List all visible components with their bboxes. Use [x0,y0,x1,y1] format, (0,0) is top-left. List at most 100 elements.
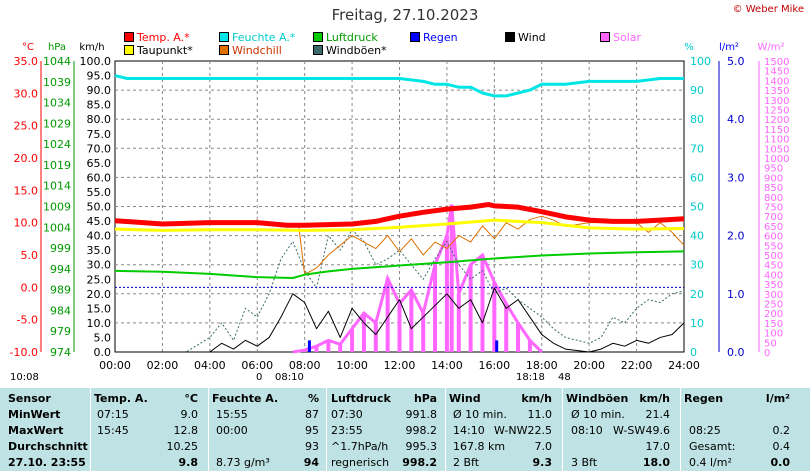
legend-swatch [219,45,229,55]
solar-tick-label: 200 [764,309,783,320]
solar-tick-label: 350 [764,280,783,291]
legend-swatch [600,32,610,42]
series-line-temp-a- [114,202,685,228]
table-header-pressure-unit: hPa [413,392,437,405]
legend-label: Feuchte A.* [232,31,296,44]
pressure-tick-label: 984 [50,304,71,317]
table-header-rain: Regen [684,392,724,405]
wind-tick-label: 25.0 [87,273,112,286]
solar-tick-label: 250 [764,300,783,311]
table-header-wind-unit: km/h [521,392,552,405]
legend-swatch [313,45,323,55]
solar-tick-label: 1150 [764,125,789,136]
time-tick-label: 14:00 [431,359,463,372]
humidity-tick-label: 80 [690,113,704,126]
pressure-tick-label: 1019 [43,159,71,172]
table-cell-wind-direction: W-NW [494,424,528,437]
table-header-sensor: Sensor [8,392,51,405]
table-cell-rain-info: 0.4 l/m² [689,456,732,469]
pressure-tick-label: 974 [50,346,71,359]
pressure-tick-label: 1009 [43,201,71,214]
wind-tick-label: 60.0 [87,171,112,184]
table-column-separator [208,388,209,471]
wind-tick-label: 80.0 [87,113,112,126]
table-cell-temp-time: 15:45 [97,424,129,437]
temp-tick-label: 5.0 [21,249,39,262]
time-tick-label: 02:00 [147,359,179,372]
status-sunset-time: 18:18 [516,372,545,383]
humidity-tick-label: 20 [690,288,704,301]
solar-tick-label: 0 [764,348,770,359]
table-cell-humidity-time: 15:55 [216,408,248,421]
rain-tick-label: 5.0 [727,55,745,68]
table-cell-humidity: 95 [305,424,319,437]
table-cell-humidity-time: 00:00 [216,424,248,437]
table-cell-pressure-time: regnerisch [331,456,390,469]
wind-unit-label: km/h [79,42,104,53]
wind-tick-label: 90.0 [87,84,112,97]
pressure-tick-label: 1034 [43,97,71,110]
solar-tick-label: 750 [764,203,783,214]
solar-tick-label: 1100 [764,135,789,146]
series-line-windb-en- [115,229,685,353]
table-cell-humidity: 94 [303,456,319,469]
wind-tick-label: 50.0 [87,201,112,214]
table-cell-pressure: 998.2 [402,456,437,469]
status-sunrise-time: 08:10 [275,372,304,383]
wind-tick-label: 45.0 [87,215,112,228]
table-cell-gust: 17.0 [645,440,671,453]
table-header-pressure: Luftdruck [331,392,391,405]
time-tick-label: 22:00 [621,359,653,372]
humidity-tick-label: 0 [690,346,697,359]
table-cell-pressure: 998.2 [405,424,438,437]
status-left-time: 10:08 [10,372,39,383]
table-cell-pressure-time: 07:30 [331,408,363,421]
pressure-unit-label: hPa [48,42,66,53]
table-cell-pressure-time: ^1.7hPa/h [331,440,389,453]
pressure-tick-label: 1004 [43,221,71,234]
wind-tick-label: 95.0 [87,70,112,83]
table-column-separator [680,388,681,471]
time-tick-label: 06:00 [241,359,273,372]
pressure-tick-label: 1024 [43,138,71,151]
temp-unit-label: °C [22,42,34,53]
legend-label: Temp. A.* [137,31,190,44]
legend-item: Solar [600,32,641,44]
wind-tick-label: 70.0 [87,142,112,155]
temp-tick-label: 10.0 [14,217,39,230]
solar-tick-label: 550 [764,241,783,252]
axis-ticks: °C hPa km/h% l/m² W/m²35.030.025.020.015.010… [10,42,790,372]
time-tick-label: 00:00 [99,359,131,372]
table-header-gust-unit: km/h [639,392,670,405]
table-cell-temp: 10.25 [166,440,199,453]
table-cell-wind-info: 14:10 [453,424,485,437]
table-cell-wind: 9.3 [532,456,553,469]
legend-swatch [313,32,323,42]
solar-tick-label: 500 [764,251,783,262]
table-cell-temp-time: 07:15 [97,408,129,421]
table-header-temp-unit: °C [184,392,198,405]
time-tick-label: 12:00 [384,359,416,372]
table-cell-wind-info: Ø 10 min. [453,408,507,421]
solar-tick-label: 300 [764,290,783,301]
wind-tick-label: 5.0 [94,331,112,344]
table-cell-temp: 9.0 [180,408,199,421]
table-cell-humidity-time: 8.73 g/m³ [216,456,270,469]
legend-swatch [219,32,229,42]
solar-tick-label: 1500 [764,57,789,68]
solar-tick-label: 850 [764,183,783,194]
legend-swatch [505,32,515,42]
table-header-humidity-unit: % [307,392,319,405]
wind-tick-label: 100.0 [80,55,112,68]
wind-tick-label: 35.0 [87,244,112,257]
pressure-tick-label: 989 [50,284,71,297]
solar-unit-label: W/m² [757,42,784,53]
table-cell-humidity: 93 [305,440,319,453]
solar-tick-label: 700 [764,212,783,223]
temp-tick-label: -5.0 [17,314,38,327]
solar-tick-label: 800 [764,193,783,204]
solar-tick-label: 450 [764,261,783,272]
humidity-tick-label: 10 [690,317,704,330]
table-row-label: 27.10. 23:55 [8,456,86,469]
